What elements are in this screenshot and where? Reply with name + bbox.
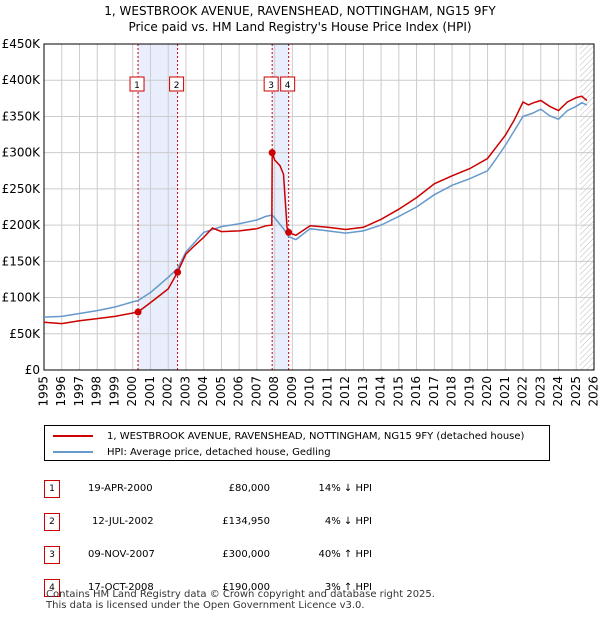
x-tick-label: 2026 [587, 376, 600, 407]
x-tick-label: 2024 [551, 376, 565, 407]
x-tick-label: 2022 [516, 376, 530, 407]
legend-item-hpi: HPI: Average price, detached house, Gedl… [53, 445, 331, 459]
footer-line-2: This data is licensed under the Open Gov… [46, 600, 365, 611]
sale-number-badge: 3 [44, 545, 60, 564]
sale-period-shade [272, 44, 289, 370]
x-tick-label: 2010 [303, 376, 317, 407]
sale-point [174, 268, 182, 276]
price-chart: £0 £50K £100K £150K £200K £250K £300K £350K £400… [2, 37, 600, 407]
y-tick-label: £350K [2, 109, 42, 123]
x-tick-label: 2012 [338, 376, 352, 407]
x-tick-label: 2018 [445, 376, 459, 407]
sale-price: £300,000 [222, 549, 270, 560]
chart-subtitle: Price paid vs. HM Land Registry's House … [128, 20, 472, 34]
table-row: 2 12-JUL-2002 £134,950 4% ↓ HPI [44, 505, 372, 538]
sale-number-box [280, 76, 296, 92]
plot-frame [43, 43, 595, 371]
x-tick-label: 2002 [161, 376, 175, 407]
y-tick-label: £100K [2, 291, 42, 305]
x-tick-label: 2020 [480, 376, 494, 407]
x-tick-label: 2003 [178, 376, 192, 407]
legend-label-price: 1, WESTBROOK AVENUE, RAVENSHEAD, NOTTING… [107, 430, 525, 442]
sale-date: 19-APR-2000 [88, 483, 153, 494]
table-row: 4 17-OCT-2008 £190,000 3% ↑ HPI [44, 571, 372, 604]
sale-number-badge: 4 [44, 578, 60, 597]
sale-number-label: 1 [134, 81, 140, 91]
sale-date: 17-OCT-2008 [88, 582, 154, 593]
y-tick-label: £450K [2, 37, 42, 51]
y-tick-label: £50K [9, 327, 41, 341]
sale-number-badge: 1 [44, 479, 60, 498]
forecast-hatch [579, 44, 594, 370]
sale-point [134, 308, 142, 316]
chart-title: 1, WESTBROOK AVENUE, RAVENSHEAD, NOTTING… [104, 4, 496, 18]
x-tick-label: 2007 [249, 376, 263, 407]
sale-hpi-diff: 40% ↑ HPI [318, 549, 372, 560]
legend-label-hpi: HPI: Average price, detached house, Gedl… [107, 446, 331, 458]
x-tick-label: 2009 [285, 376, 299, 407]
footer-attribution: Contains HM Land Registry data © Crown c… [46, 589, 435, 611]
x-tick-label: 2013 [356, 376, 370, 407]
sale-number-box [129, 76, 145, 92]
x-tick-label: 2014 [374, 376, 388, 407]
x-tick-label: 2023 [533, 376, 547, 407]
sale-hpi-diff: 3% ↑ HPI [324, 582, 372, 593]
y-tick-label: £200K [2, 218, 42, 232]
legend-swatch-hpi [53, 451, 93, 453]
x-tick-label: 1996 [54, 376, 68, 407]
x-tick-label: 2025 [569, 376, 583, 407]
sale-number-label: 3 [268, 81, 274, 91]
footer-line-1: Contains HM Land Registry data © Crown c… [46, 589, 435, 600]
transactions-table: 1 19-APR-2000 £80,000 14% ↓ HPI 2 12-JUL… [44, 472, 372, 604]
sale-date: 09-NOV-2007 [88, 549, 155, 560]
x-tick-label: 2005 [214, 376, 228, 407]
sale-price: £190,000 [222, 582, 270, 593]
legend-item-price: 1, WESTBROOK AVENUE, RAVENSHEAD, NOTTING… [53, 429, 524, 443]
x-tick-label: 2000 [125, 376, 139, 407]
x-tick-label: 2019 [462, 376, 476, 407]
y-tick-label: £300K [2, 146, 42, 160]
sale-period-shade [138, 44, 178, 370]
x-tick-label: 2006 [232, 376, 246, 407]
x-tick-label: 2001 [143, 376, 157, 407]
sale-date: 12-JUL-2002 [92, 516, 154, 527]
x-tick-label: 2021 [498, 376, 512, 407]
y-tick-label: £0 [25, 363, 40, 377]
x-tick-label: 2008 [267, 376, 281, 407]
sale-number-box [263, 76, 279, 92]
x-tick-label: 1995 [37, 376, 51, 407]
x-tick-label: 2017 [427, 376, 441, 407]
sale-number-label: 4 [285, 81, 291, 91]
x-tick-label: 2004 [196, 376, 210, 407]
x-tick-label: 1997 [72, 376, 86, 407]
sale-price: £80,000 [228, 483, 270, 494]
sale-number-box [169, 76, 185, 92]
legend-swatch-price [53, 435, 93, 437]
legend: 1, WESTBROOK AVENUE, RAVENSHEAD, NOTTING… [44, 425, 550, 461]
sale-hpi-diff: 4% ↓ HPI [324, 516, 372, 527]
x-tick-label: 1998 [90, 376, 104, 407]
table-row: 3 09-NOV-2007 £300,000 40% ↑ HPI [44, 538, 372, 571]
x-tick-label: 2016 [409, 376, 423, 407]
sale-hpi-diff: 14% ↓ HPI [318, 483, 372, 494]
x-tick-label: 1999 [107, 376, 121, 407]
sale-price: £134,950 [222, 516, 270, 527]
sale-number-badge: 2 [44, 512, 60, 531]
hpi-line [43, 101, 588, 318]
y-tick-label: £150K [2, 254, 42, 268]
table-row: 1 19-APR-2000 £80,000 14% ↓ HPI [44, 472, 372, 505]
sale-point [285, 228, 293, 236]
sale-point [268, 149, 276, 157]
y-tick-label: £400K [2, 73, 42, 87]
y-tick-label: £250K [2, 182, 42, 196]
sale-number-label: 2 [174, 81, 180, 91]
x-tick-label: 2011 [320, 376, 334, 407]
x-tick-label: 2015 [391, 376, 405, 407]
